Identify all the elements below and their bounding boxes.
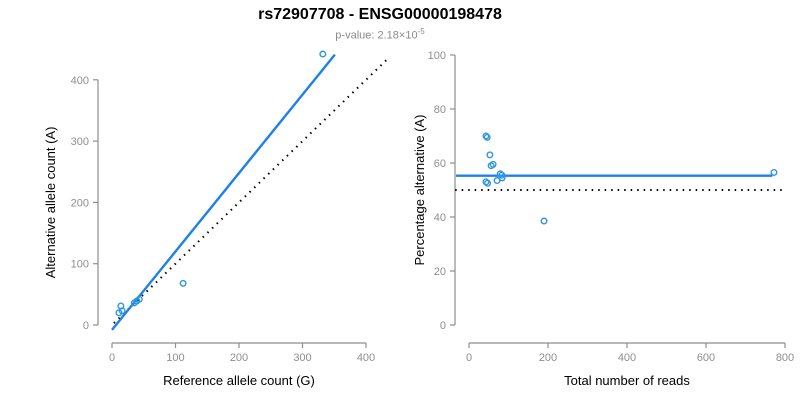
data-point [483,133,491,141]
y-tick-label: 0 [83,320,89,332]
y-tick-label: 60 [434,158,446,170]
data-point [487,162,495,170]
panel-right: 0 200 400 600 800 0 20 40 60 80 100 Total number of… [412,50,794,388]
chart-title: rs72907708 - ENSG00000198478 [258,6,502,23]
x-tick-label: 400 [357,352,375,364]
y-tick-label: 100 [71,259,89,271]
y-axis-title: Percentage alternative (A) [412,114,427,265]
panel-left: 0 100 200 300 400 0 100 200 300 400 Reference alle… [43,50,389,388]
y-tick-label: 400 [71,75,89,87]
x-tick-label: 300 [293,352,311,364]
x-tick-label: 800 [776,352,794,364]
y-tick-label: 80 [434,104,446,116]
data-point [319,50,327,58]
x-tick-label: 0 [466,352,472,364]
y-tick-label: 40 [434,212,446,224]
x-axis-title: Reference allele count (G) [163,373,315,388]
data-point [493,177,501,185]
pvalue-text: p-value: 2.18×10 [335,29,418,42]
y-tick-label: 100 [428,50,446,62]
data-point [540,217,548,225]
x-tick-label: 100 [166,352,184,364]
data-point [484,179,492,187]
fit-line [111,53,336,331]
y-tick-label: 0 [440,320,446,332]
y-tick-label: 300 [71,136,89,148]
y-axis-title: Alternative allele count (A) [43,127,58,279]
data-point [179,279,187,287]
chart-subtitle: p-value: 2.18×10-5 [0,27,760,42]
data-point [498,171,506,179]
x-tick-label: 400 [618,352,636,364]
data-point [482,178,490,186]
data-point [498,174,506,182]
data-point [482,132,490,140]
data-point [135,295,143,303]
data-point [486,151,494,159]
data-point [770,168,778,176]
x-tick-label: 0 [109,352,115,364]
x-tick-label: 200 [230,352,248,364]
pvalue-exponent: -5 [417,27,425,36]
y-tick-label: 20 [434,266,446,278]
data-point [117,302,125,310]
y-tick-label: 200 [71,197,89,209]
x-tick-label: 600 [697,352,715,364]
identity-line [113,57,389,324]
x-tick-label: 200 [539,352,557,364]
x-axis-title: Total number of reads [564,373,690,388]
